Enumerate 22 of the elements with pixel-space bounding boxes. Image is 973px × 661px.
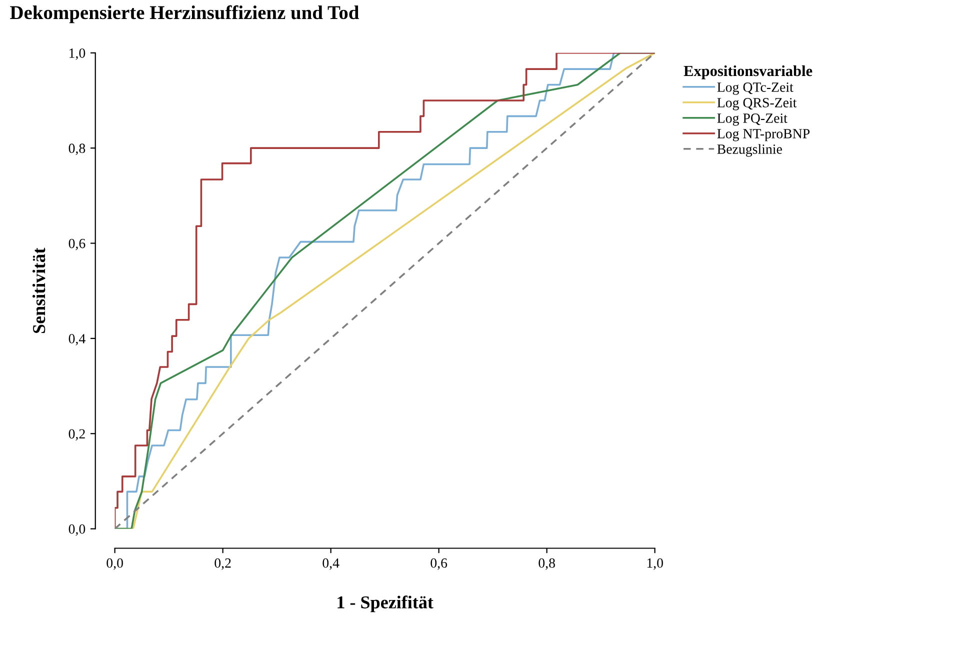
legend-label: Log PQ-Zeit [717, 114, 788, 126]
x-tick-label: 0,0 [106, 558, 123, 570]
x-axis-title: 1 - Spezifität [338, 596, 434, 612]
chart-title: Dekompensierte Herzinsuffizienz und Tod [10, 5, 360, 24]
x-tick-label: 0,2 [214, 558, 231, 570]
x-tick-label: 0,8 [538, 558, 555, 570]
y-tick-label: 0,2 [68, 429, 85, 441]
legend-label: Log NT-proBNP [717, 129, 810, 142]
legend-title: Expositionsvariable [684, 65, 812, 80]
legend-label: Log QTc-Zeit [717, 82, 794, 95]
legend-label: Log QRS-Zeit [717, 98, 797, 110]
x-tick-label: 1,0 [647, 558, 663, 570]
y-axis-title: Sensitivität [32, 248, 46, 334]
x-tick-label: 0,6 [430, 558, 448, 570]
y-tick-label: 0,0 [68, 524, 86, 536]
y-tick-label: 0,4 [68, 334, 86, 346]
y-tick-label: 0,8 [68, 144, 86, 156]
x-tick-label: 0,4 [322, 558, 340, 570]
y-tick-label: 1,0 [70, 48, 86, 60]
line-series [114, 52, 655, 529]
y-tick-label: 0,6 [68, 238, 86, 250]
legend-label: Bezugslinie [717, 144, 782, 157]
